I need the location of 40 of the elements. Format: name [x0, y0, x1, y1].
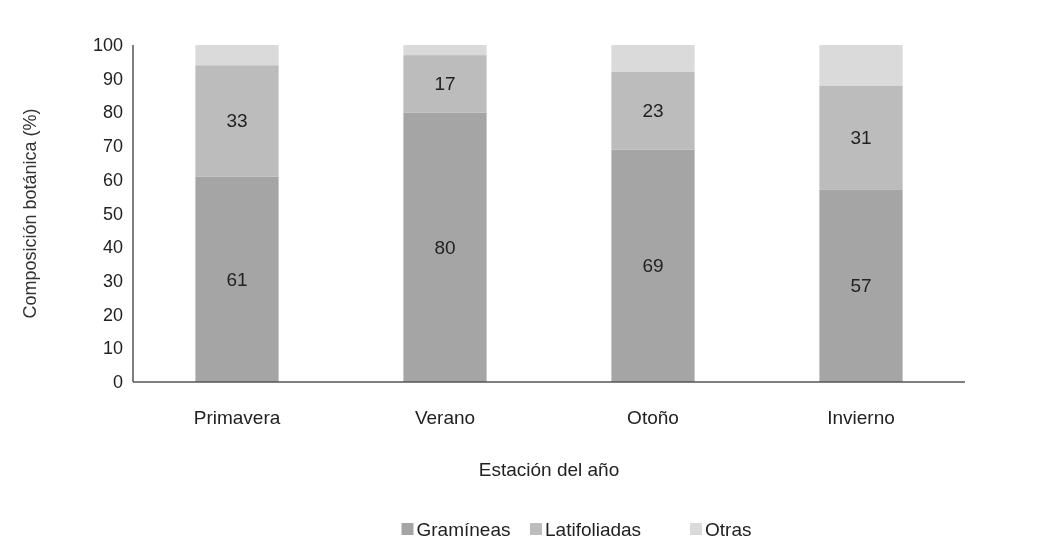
bar — [195, 45, 279, 66]
y-tick-label: 20 — [102, 304, 123, 325]
y-axis-title: Composición botánica (%) — [20, 108, 40, 319]
bar — [611, 71, 695, 150]
x-tick-label: Primavera — [193, 406, 281, 428]
bar — [195, 65, 279, 177]
bar — [819, 189, 903, 382]
bar — [403, 55, 487, 113]
bar — [403, 45, 487, 56]
bar — [611, 45, 695, 72]
data-label: 80 — [434, 236, 456, 258]
y-tick-label: 80 — [102, 102, 123, 123]
bar — [403, 112, 487, 382]
legend-label: Gramíneas — [416, 518, 511, 538]
y-tick-label: 60 — [102, 169, 123, 190]
bar — [819, 85, 903, 190]
legend-label: Latifoliadas — [545, 518, 642, 538]
data-label: 17 — [434, 73, 456, 95]
data-label: 31 — [850, 127, 872, 149]
y-tick-label: 90 — [102, 68, 123, 89]
bar — [611, 149, 695, 382]
x-tick-label: Otoño — [627, 406, 679, 428]
x-axis-title: Estación del año — [478, 458, 620, 480]
data-label: 57 — [850, 275, 872, 297]
bar — [819, 45, 903, 86]
data-label: 69 — [642, 255, 664, 277]
y-tick-label: 0 — [112, 372, 123, 392]
bar — [195, 176, 279, 382]
x-tick-label: Invierno — [827, 406, 895, 428]
y-tick-label: 30 — [102, 270, 123, 291]
y-tick-label: 10 — [102, 338, 123, 359]
x-tick-label: Verano — [414, 406, 476, 428]
y-tick-label: 40 — [102, 237, 123, 258]
y-tick-label: 50 — [102, 203, 123, 224]
y-tick-label: 70 — [102, 136, 123, 157]
legend-label: Otras — [705, 518, 752, 538]
y-tick-label: 100 — [92, 35, 123, 55]
data-label: 61 — [226, 268, 248, 290]
data-label: 23 — [642, 100, 664, 122]
data-label: 33 — [226, 110, 248, 132]
